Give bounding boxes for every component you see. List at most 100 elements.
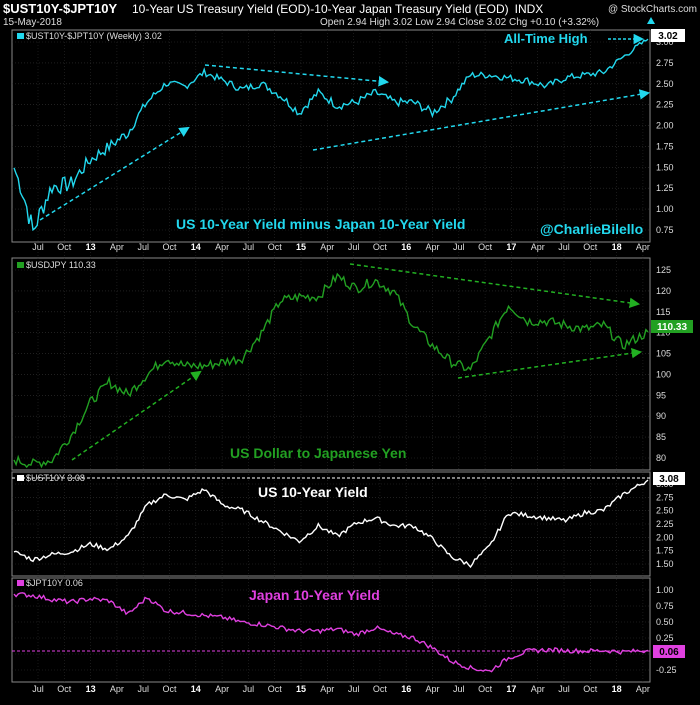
y-tick-label: 0.75 <box>656 225 674 235</box>
spread-annotation: US 10-Year Yield minus Japan 10-Year Yie… <box>176 216 465 232</box>
y-tick-label: 1.25 <box>656 183 674 193</box>
header-date: 15-May-2018 <box>3 17 62 28</box>
jp10y-annotation: Japan 10-Year Yield <box>249 587 380 603</box>
series-line-jp10y <box>13 592 649 673</box>
x-tick-label: Jul <box>243 242 255 252</box>
y-tick-label: 1.50 <box>656 162 674 172</box>
ath-annotation: All-Time High <box>504 31 588 46</box>
x-tick-label: Apr <box>531 242 545 252</box>
x-tick-label: Jul <box>32 684 44 694</box>
x-tick-label: Jul <box>348 242 360 252</box>
y-tick-label: 80 <box>656 453 666 463</box>
y-tick-label: 2.00 <box>656 121 674 131</box>
spread-legend: $UST10Y-$JPT10Y (Weekly) 3.02 <box>26 31 162 41</box>
header-exchange: INDX <box>515 2 544 16</box>
spread-last-badge: 3.02 <box>651 29 685 42</box>
y-tick-label: 0.75 <box>656 601 674 611</box>
x-tick-label: Jul <box>32 242 44 252</box>
y-tick-label: 95 <box>656 390 666 400</box>
x-tick-label: 18 <box>612 242 622 252</box>
x-tick-label: 13 <box>86 242 96 252</box>
x-tick-label: Apr <box>320 684 334 694</box>
x-tick-label: Apr <box>425 242 439 252</box>
x-tick-label: Apr <box>320 242 334 252</box>
usdjpy-legend: $USDJPY 110.33 <box>26 260 96 270</box>
y-tick-label: 1.75 <box>656 141 674 151</box>
y-tick-label: 0.50 <box>656 617 674 627</box>
x-tick-label: Oct <box>57 684 72 694</box>
us10y-legend: $UST10Y 3.08 <box>26 473 85 483</box>
series-line-usdjpy <box>13 272 649 469</box>
x-tick-label: 18 <box>612 684 622 694</box>
credit-annotation: @CharlieBilello <box>540 221 643 237</box>
y-tick-label: 2.75 <box>656 492 674 502</box>
y-tick-label: 1.00 <box>656 204 674 214</box>
x-tick-label: Jul <box>348 684 360 694</box>
x-tick-label: Jul <box>558 242 570 252</box>
up-arrow-icon <box>647 17 655 24</box>
x-tick-label: Apr <box>636 684 650 694</box>
x-tick-label: 14 <box>191 684 201 694</box>
spread-uptrend-arrow <box>39 126 190 221</box>
header-source[interactable]: @ StockCharts.com <box>608 4 697 15</box>
spread-last-label: 3.02 <box>658 31 678 42</box>
x-tick-label: Oct <box>583 684 598 694</box>
x-tick-label: Apr <box>110 242 124 252</box>
y-tick-label: 1.00 <box>656 585 674 595</box>
x-tick-label: Oct <box>268 684 283 694</box>
jp10y-legend: $JPT10Y 0.06 <box>26 578 83 588</box>
header-title: 10-Year US Treasury Yield (EOD)-10-Year … <box>132 2 543 16</box>
y-tick-label: 2.50 <box>656 506 674 516</box>
panel-frame-spread <box>11 29 651 243</box>
x-tick-label: Apr <box>531 684 545 694</box>
x-tick-label: Apr <box>636 242 650 252</box>
x-tick-label: Jul <box>558 684 570 694</box>
usdjpy-last-badge: 110.33 <box>651 320 693 333</box>
x-axis-labels: Jul Jul Oct Oct 13 13 Apr Apr Jul Jul Oct Oct 14 14 Ap… <box>32 242 650 694</box>
y-tick-label: 0.25 <box>656 633 674 643</box>
y-tick-label: 2.25 <box>656 100 674 110</box>
panel-frame-jp10y <box>11 577 651 683</box>
x-tick-label: 13 <box>86 684 96 694</box>
y-tick-label: 90 <box>656 411 666 421</box>
y-tick-label: 125 <box>656 265 671 275</box>
usdjpy-last-label: 110.33 <box>657 322 687 333</box>
x-tick-label: 15 <box>296 242 306 252</box>
y-tick-label: 2.00 <box>656 532 674 542</box>
y-tick-label: 1.75 <box>656 546 674 556</box>
x-tick-label: Oct <box>373 684 388 694</box>
x-tick-label: Oct <box>478 684 493 694</box>
y-tick-label: 1.50 <box>656 559 674 569</box>
x-tick-label: Apr <box>110 684 124 694</box>
series-line-spread <box>13 38 649 232</box>
x-tick-label: Apr <box>215 684 229 694</box>
x-tick-label: 16 <box>401 242 411 252</box>
y-tick-label: 120 <box>656 286 671 296</box>
grid-lines <box>12 30 650 682</box>
y-tick-label: 100 <box>656 369 671 379</box>
x-tick-label: Oct <box>583 242 598 252</box>
usdjpy-legend-swatch <box>17 262 24 268</box>
usdjpy-uptrend-arrow <box>71 370 202 461</box>
spread-support-arrow <box>312 89 651 151</box>
x-tick-label: 16 <box>401 684 411 694</box>
x-tick-label: Jul <box>137 242 149 252</box>
usdjpy-annotation: US Dollar to Japanese Yen <box>230 445 406 461</box>
x-tick-label: 17 <box>506 684 516 694</box>
header-title-text: 10-Year US Treasury Yield (EOD)-10-Year … <box>132 2 509 16</box>
x-tick-label: Oct <box>57 242 72 252</box>
us10y-legend-swatch <box>17 475 24 481</box>
x-tick-label: Oct <box>373 242 388 252</box>
x-tick-label: Jul <box>453 242 465 252</box>
usdjpy-support-arrow <box>457 347 643 379</box>
y-tick-label: 2.50 <box>656 79 674 89</box>
panel-frame-usdjpy <box>11 257 651 471</box>
x-tick-label: Jul <box>453 684 465 694</box>
y-tick-label: 115 <box>656 307 670 317</box>
series-lines <box>13 38 649 673</box>
header-quote: Open 2.94 High 3.02 Low 2.94 Close 3.02 … <box>320 17 599 28</box>
x-tick-label: Apr <box>425 684 439 694</box>
y-axis-ticks: 3.002.752.502.252.001.751.501.251.000.75… <box>656 37 677 675</box>
